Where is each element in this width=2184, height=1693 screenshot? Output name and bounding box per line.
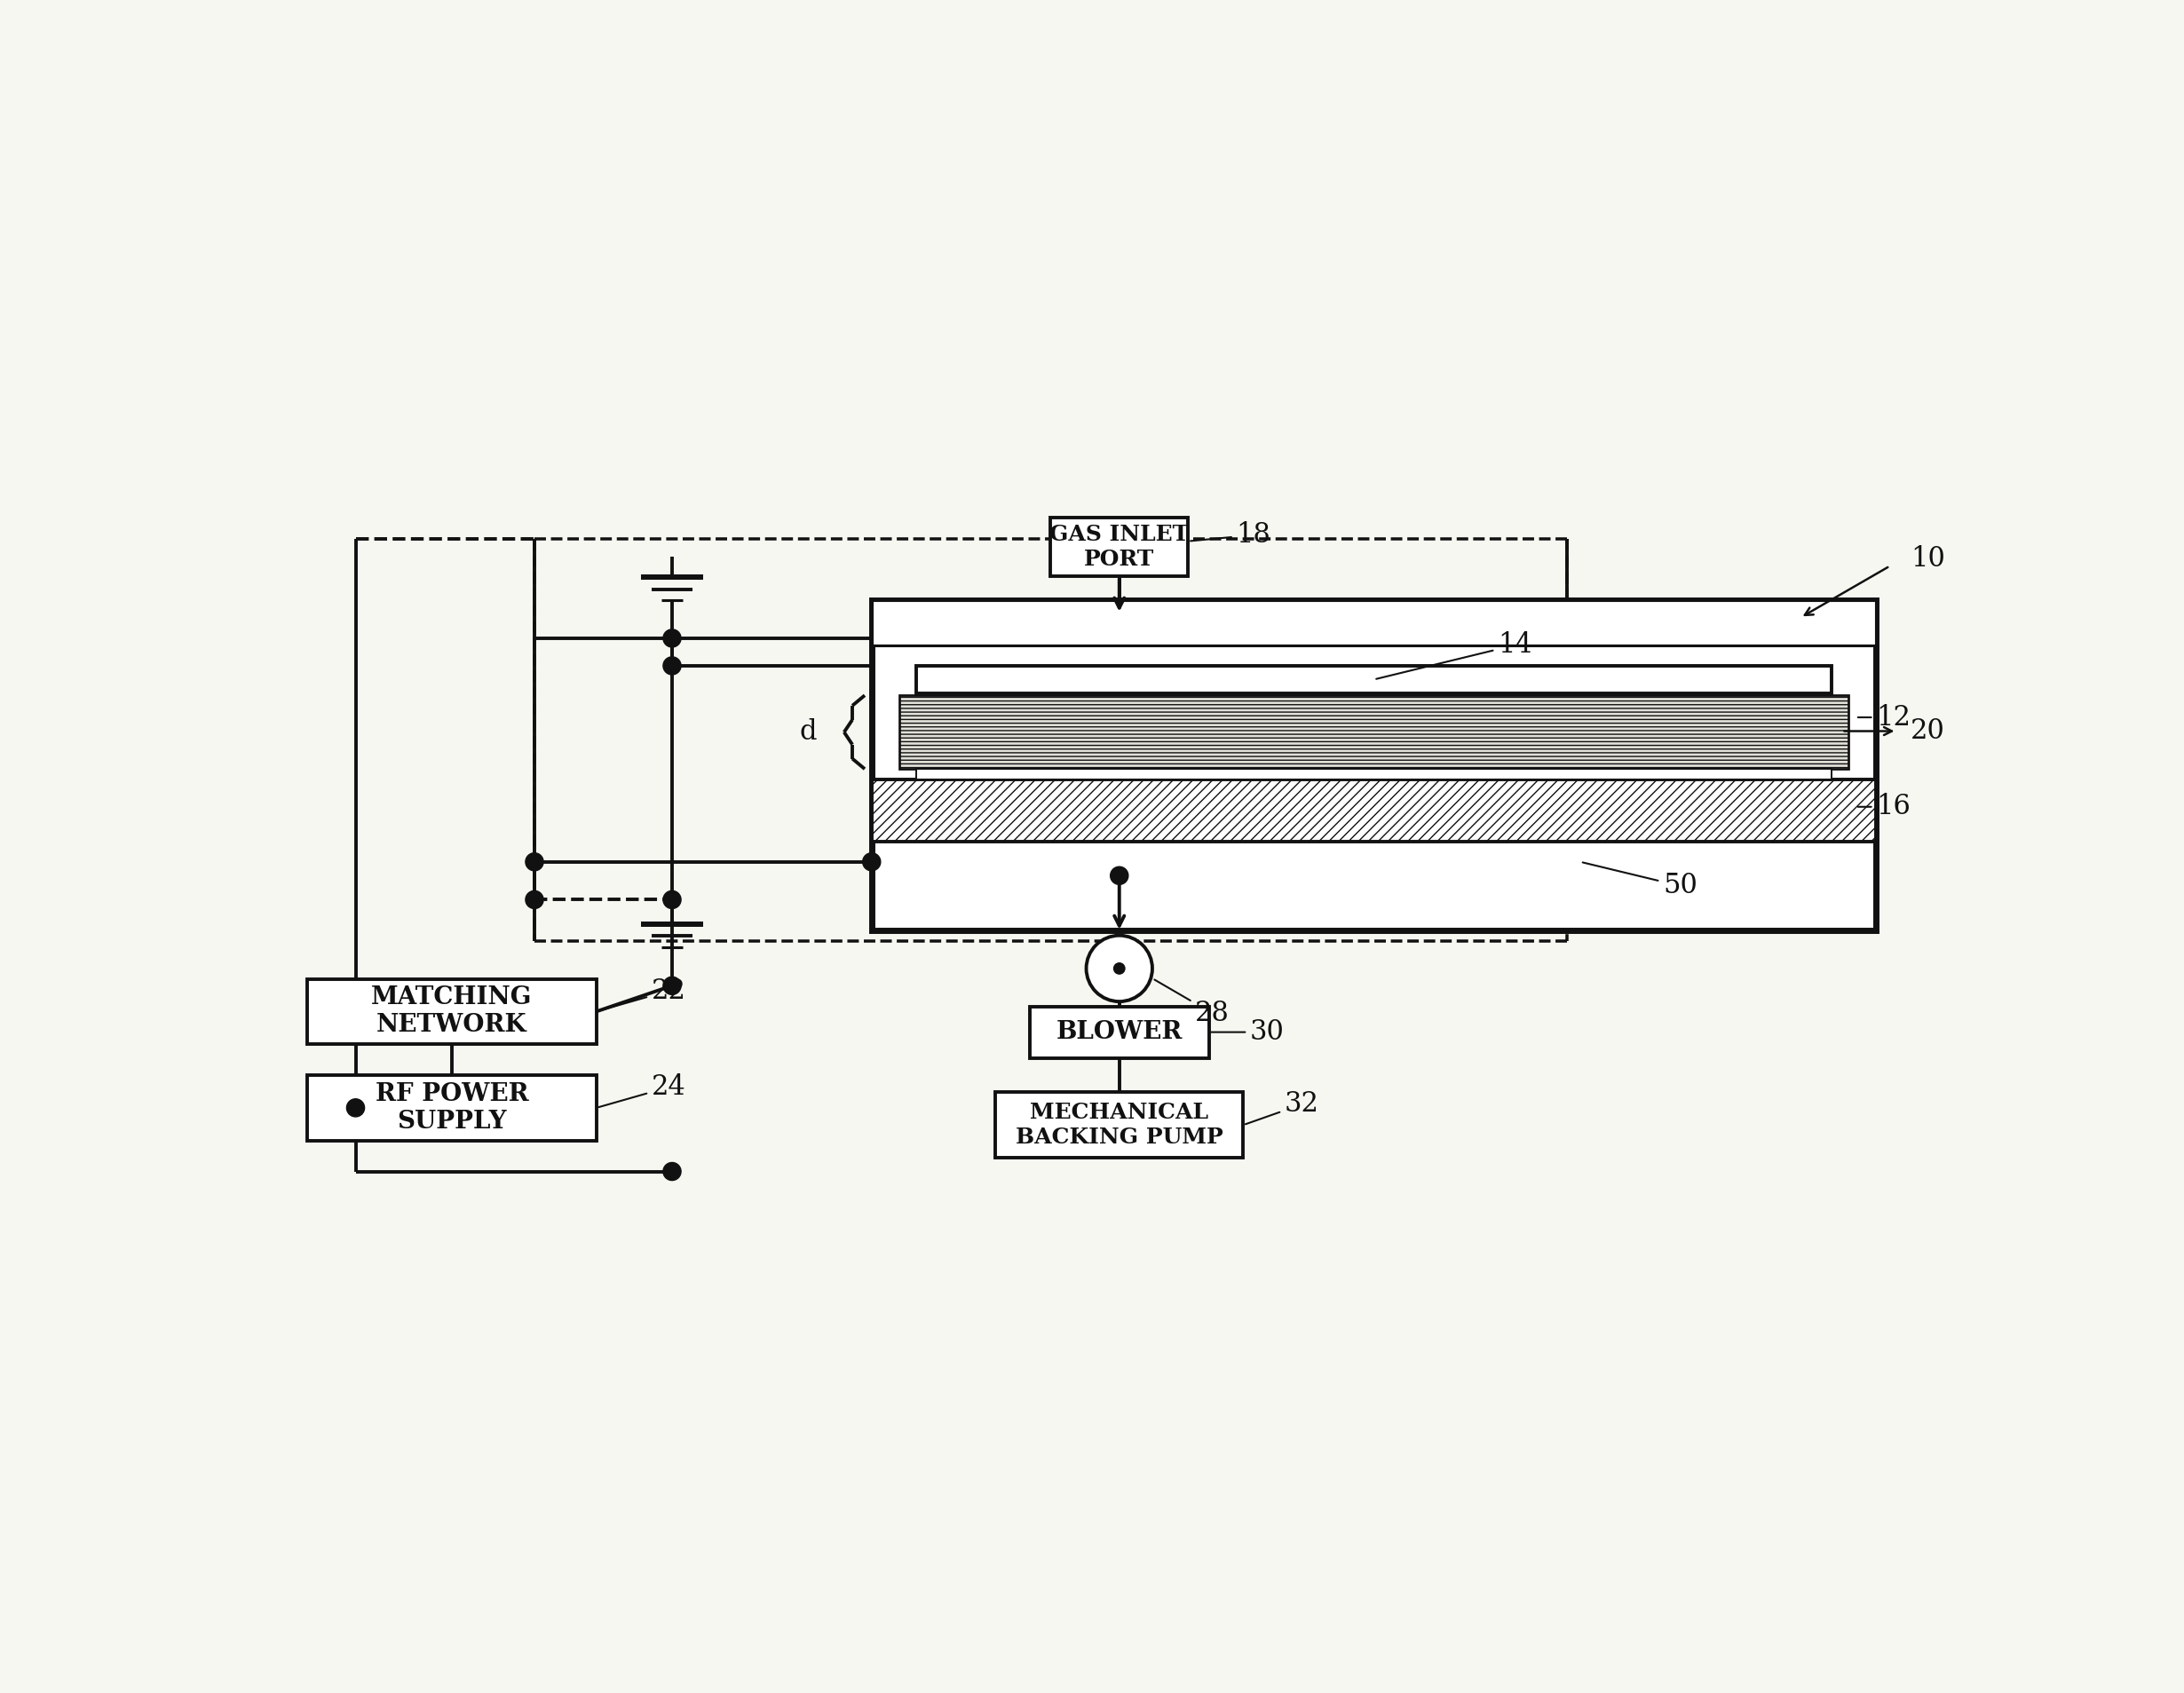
- Text: 24: 24: [598, 1073, 686, 1107]
- Bar: [308, 979, 596, 1045]
- Bar: [917, 665, 1832, 692]
- Text: MATCHING
NETWORK: MATCHING NETWORK: [371, 985, 533, 1038]
- Text: 28: 28: [1155, 980, 1230, 1028]
- Text: 12: 12: [1859, 704, 1911, 731]
- Text: 22: 22: [598, 977, 686, 1011]
- Text: 16: 16: [1859, 792, 1911, 821]
- Circle shape: [664, 630, 681, 647]
- Text: GAS INLET
PORT: GAS INLET PORT: [1051, 525, 1188, 571]
- Bar: [1051, 518, 1188, 576]
- Circle shape: [347, 1099, 365, 1117]
- Text: 30: 30: [1212, 1019, 1284, 1046]
- Circle shape: [664, 657, 681, 676]
- Text: 32: 32: [1245, 1090, 1319, 1124]
- Bar: [917, 769, 1832, 779]
- Text: MECHANICAL
BACKING PUMP: MECHANICAL BACKING PUMP: [1016, 1102, 1223, 1148]
- Circle shape: [664, 977, 681, 994]
- Circle shape: [863, 853, 880, 870]
- Text: 10: 10: [1911, 545, 1946, 572]
- Circle shape: [664, 891, 681, 909]
- Circle shape: [526, 891, 544, 909]
- Bar: [871, 779, 1876, 841]
- Text: d: d: [799, 718, 817, 747]
- Bar: [308, 1075, 596, 1141]
- Bar: [871, 601, 1876, 931]
- Text: 20: 20: [1911, 718, 1946, 745]
- Bar: [1031, 1006, 1208, 1058]
- Bar: [996, 1092, 1243, 1158]
- Circle shape: [664, 1163, 681, 1180]
- Circle shape: [526, 853, 544, 870]
- Text: BLOWER: BLOWER: [1057, 1021, 1182, 1045]
- Text: 18: 18: [1190, 521, 1271, 549]
- Bar: [900, 696, 1848, 769]
- Bar: [871, 601, 1876, 645]
- Circle shape: [1114, 963, 1125, 973]
- Text: RF POWER
SUPPLY: RF POWER SUPPLY: [376, 1082, 529, 1134]
- Text: 50: 50: [1583, 862, 1697, 899]
- Circle shape: [1109, 867, 1129, 884]
- Text: 14: 14: [1376, 631, 1533, 679]
- Circle shape: [1085, 936, 1153, 1002]
